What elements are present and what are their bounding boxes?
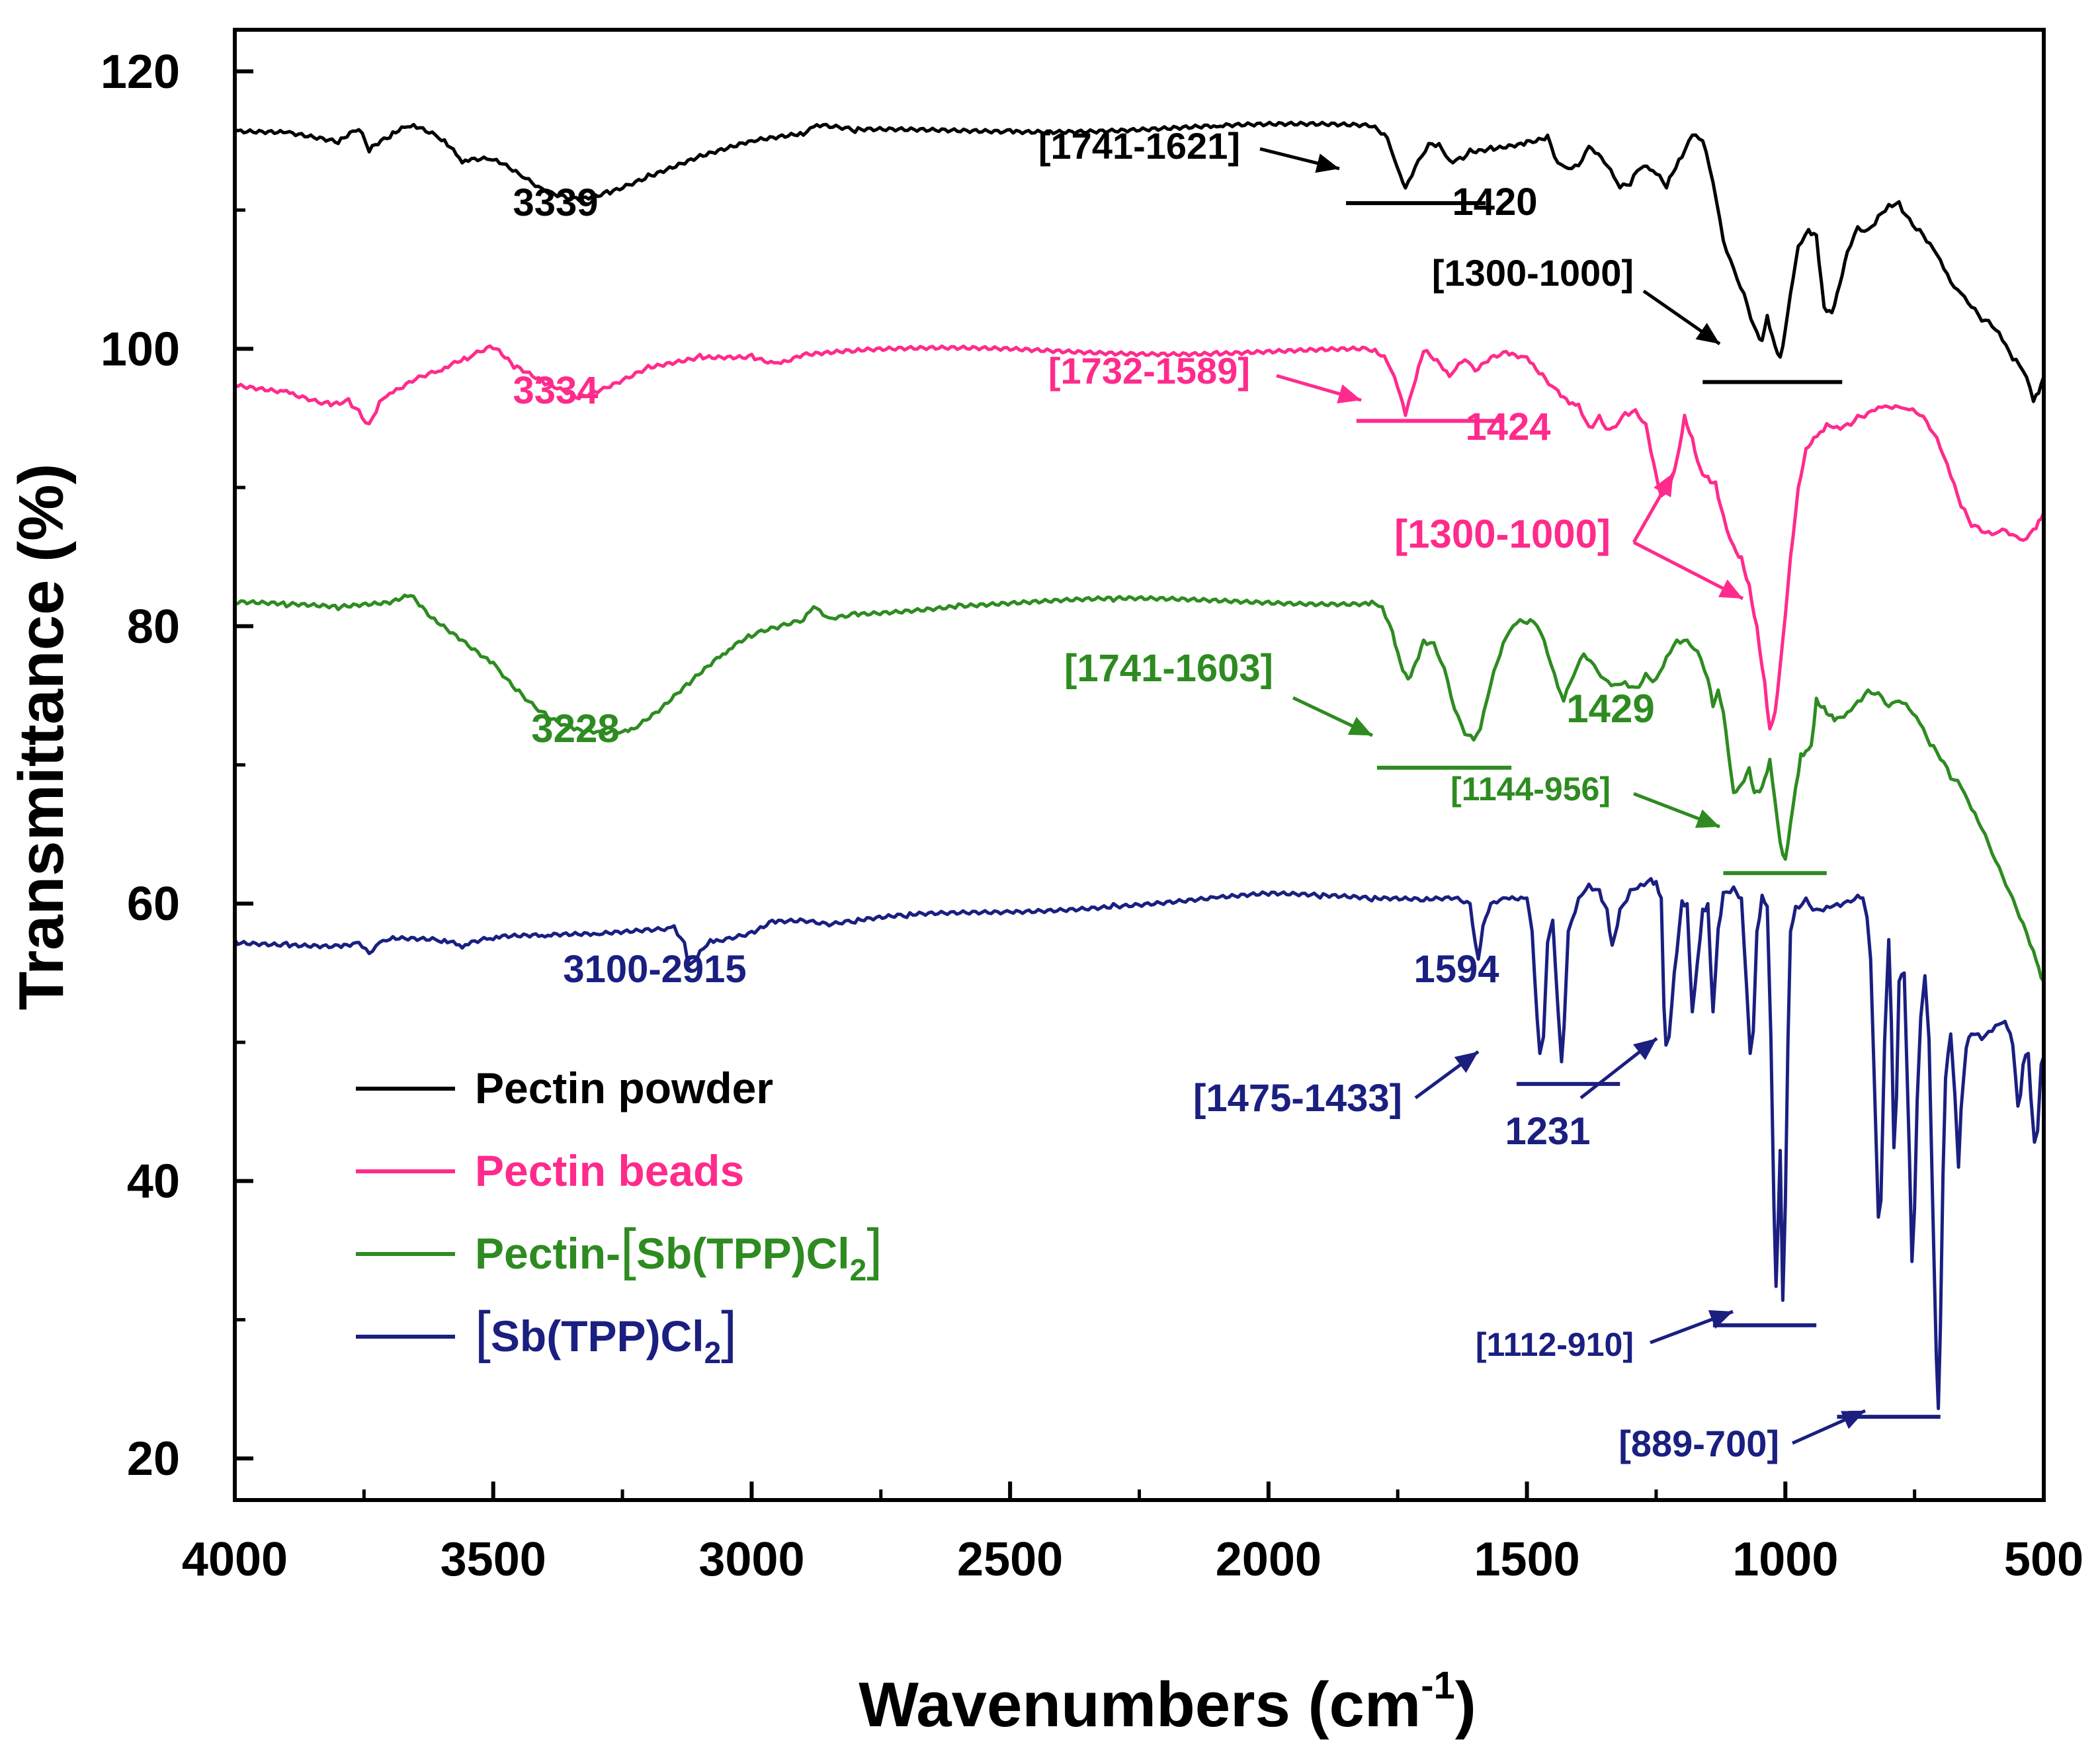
- axes-layer: 4000 3500 3000 2500 2000 1500 1000 500 20 40 60 80 1…: [101, 28, 2083, 1586]
- series-line-3: [234, 593, 2045, 983]
- annotation-label: [1112-910]: [1476, 1326, 1634, 1363]
- x-tick-label: 4000: [182, 1533, 288, 1586]
- y-tick-label: 20: [127, 1433, 180, 1485]
- legend-label-3: Pectin-[Sb(TPP)Cl2]: [475, 1218, 882, 1287]
- annotation-label: 1594: [1413, 948, 1499, 991]
- annotation-label: [1144-956]: [1450, 771, 1611, 808]
- arrows-layer: [1259, 147, 1867, 1445]
- x-tick-label: 3500: [441, 1533, 546, 1586]
- annotation-label: 1429: [1566, 687, 1654, 731]
- annotation-label: [1475-1433]: [1193, 1077, 1402, 1120]
- annotation-label: [1741-1621]: [1038, 125, 1240, 167]
- arrow-head-1: [1315, 153, 1339, 173]
- y-tick-label: 40: [127, 1155, 180, 1208]
- series-line-1: [234, 120, 2046, 403]
- y-tick-label: 120: [101, 46, 180, 99]
- arrow-head-10: [1708, 1310, 1733, 1329]
- annotation-label: 1231: [1505, 1110, 1590, 1153]
- annotation-label: 3100-2915: [563, 948, 746, 991]
- annotation-label: [1300-1000]: [1394, 512, 1611, 556]
- annotation-label: 3339: [513, 181, 598, 224]
- y-tick-label: 100: [101, 323, 180, 376]
- y-tick-label: 80: [127, 601, 180, 653]
- y-axis-title: Transmittance (%): [6, 464, 77, 1011]
- annotation-label: [1732-1589]: [1048, 350, 1250, 392]
- annotation-label: [1741-1603]: [1064, 647, 1273, 690]
- x-axis-title-main: Wavenumbers (cm: [859, 1669, 1421, 1740]
- range-bars-layer: [1346, 201, 1941, 1419]
- arrow-head-11: [1840, 1411, 1865, 1429]
- x-tick-label: 2500: [957, 1533, 1063, 1586]
- annotation-label: 1420: [1452, 181, 1537, 224]
- x-tick-label: 3000: [698, 1533, 804, 1586]
- arrow-head-3: [1337, 384, 1361, 403]
- x-axis-title: Wavenumbers (cm-1): [859, 1664, 1476, 1740]
- annotation-label: [1300-1000]: [1432, 252, 1634, 294]
- x-axis-title-close: ): [1455, 1669, 1476, 1740]
- series-line-4: [233, 877, 2046, 1411]
- x-axis-title-superscript: -1: [1421, 1664, 1455, 1707]
- annotation-label: [889-700]: [1618, 1423, 1779, 1464]
- arrow-head-5: [1718, 579, 1743, 599]
- arrow-head-9: [1632, 1038, 1657, 1060]
- y-tick-label: 60: [127, 878, 180, 931]
- arrow-head-2: [1695, 323, 1720, 344]
- annotation-label: 3334: [513, 369, 598, 412]
- legend-layer: Pectin powder Pectin beads Pectin-[Sb(TPP)…: [356, 1064, 882, 1370]
- arrow-head-7: [1695, 809, 1720, 828]
- annotation-label: 3228: [531, 706, 619, 751]
- x-tick-label: 2000: [1216, 1533, 1322, 1586]
- series-line-2: [233, 344, 2046, 731]
- x-tick-label: 1000: [1732, 1533, 1838, 1586]
- arrow-head-6: [1347, 716, 1372, 735]
- legend-label-1: Pectin powder: [475, 1064, 773, 1112]
- series-layer: [233, 120, 2046, 1411]
- legend-label-2: Pectin beads: [475, 1146, 744, 1195]
- x-tick-label: 500: [2004, 1533, 2083, 1586]
- annotations-layer: 3339 [1741-1621] 1420 [1300-1000] 3334 [1732-…: [513, 125, 1779, 1464]
- arrow-head-8: [1454, 1052, 1478, 1073]
- arrow-head-4: [1654, 473, 1673, 497]
- annotation-label: 1424: [1465, 405, 1550, 448]
- legend-label-4: [Sb(TPP)Cl2]: [475, 1300, 737, 1370]
- x-tick-label: 1500: [1474, 1533, 1579, 1586]
